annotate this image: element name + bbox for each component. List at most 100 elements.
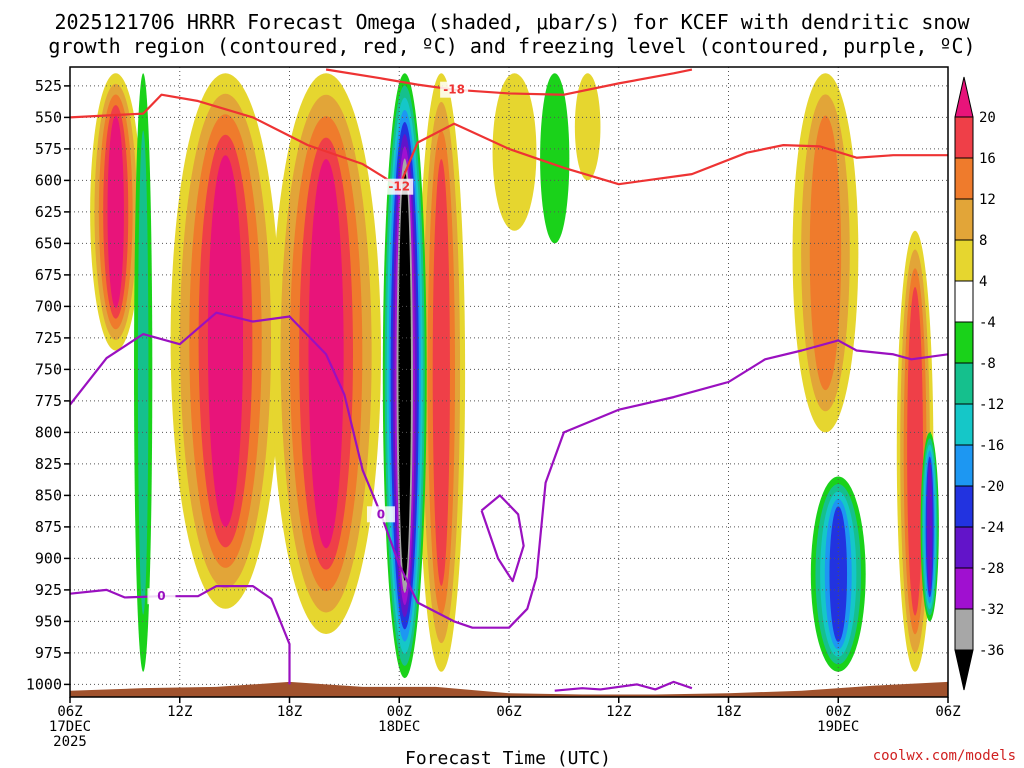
y-tick-label: 550 <box>35 108 62 126</box>
y-tick-label: 1000 <box>26 675 62 693</box>
chart-title-line-2: growth region (contoured, red, ºC) and f… <box>48 34 975 58</box>
omega-field <box>90 73 939 679</box>
y-tick-label: 675 <box>35 266 62 284</box>
x-tick-label: 06Z <box>935 704 960 720</box>
omega-band <box>829 506 848 642</box>
y-tick-label: 825 <box>35 455 62 473</box>
y-tick-label: 750 <box>35 360 62 378</box>
contour-label-bg <box>366 506 395 523</box>
colorbar-bin <box>954 76 974 118</box>
freezing-contour-line <box>480 494 525 583</box>
x-tick-label: 18Z <box>277 704 302 720</box>
omega-band <box>907 287 924 616</box>
ascent-column-2 <box>170 73 281 609</box>
y-tick-label: 725 <box>35 329 62 347</box>
x-tick-label: 12Z <box>606 704 631 720</box>
y-tick-label: 650 <box>35 234 62 252</box>
y-tick-label: 600 <box>35 171 62 189</box>
colorbar-bin <box>954 403 974 446</box>
omega-band <box>207 155 244 527</box>
x-tick-label: 00Z <box>826 704 851 720</box>
colorbar-bin <box>954 444 974 487</box>
x-tick-label: 18Z <box>716 704 741 720</box>
colorbar-label: 8 <box>979 233 987 249</box>
colorbar-label: -24 <box>979 520 1004 536</box>
colorbar-label: -20 <box>979 479 1004 495</box>
ascent-column-4 <box>417 73 466 672</box>
x-tick-label: 17DEC <box>49 719 91 735</box>
colorbar-label: -8 <box>979 356 996 372</box>
y-tick-label: 900 <box>35 549 62 567</box>
colorbar-bin <box>954 239 974 282</box>
omega-band <box>137 130 149 615</box>
y-tick-label: 800 <box>35 423 62 441</box>
omega-band <box>107 115 124 309</box>
colorbar-label: -32 <box>979 602 1004 618</box>
dendritic-contour-line <box>325 68 693 96</box>
colorbar-bin <box>954 485 974 528</box>
y-tick-label: 525 <box>35 77 62 95</box>
colorbar-label: 16 <box>979 151 996 167</box>
contour-label-bg <box>147 588 176 605</box>
colorbar-label: -36 <box>979 643 1004 659</box>
x-tick-label: 00Z <box>387 704 412 720</box>
terrain-surface <box>70 681 948 697</box>
colorbar-label: 12 <box>979 192 996 208</box>
colorbar-bin <box>954 157 974 200</box>
colorbar-bin <box>954 198 974 241</box>
x-tick-label: 18DEC <box>378 719 420 735</box>
dendritic-contour-group: -12 -18 <box>70 68 948 195</box>
colorbar-label: 4 <box>979 274 987 290</box>
plot-area: -12-180052555057560062565067570072575077… <box>26 66 961 750</box>
colorbar-bin <box>954 649 974 691</box>
freezing-contour-line <box>554 680 693 692</box>
freezing-contour-label: 0 <box>377 507 385 521</box>
y-tick-label: 875 <box>35 518 62 536</box>
x-tick-label: 2025 <box>53 734 87 750</box>
y-tick-label: 575 <box>35 140 62 158</box>
colorbar-label: -4 <box>979 315 996 331</box>
freezing-contour-group: 00 <box>70 311 948 692</box>
y-tick-label: 700 <box>35 297 62 315</box>
contour-label-bg <box>385 178 414 195</box>
descent-column-5 <box>540 73 570 244</box>
colorbar-bin <box>954 526 974 569</box>
y-tick-label: 975 <box>35 644 62 662</box>
chart-title-line-1: 2025121706 HRRR Forecast Omega (shaded, … <box>54 10 970 34</box>
freezing-contour-line <box>70 311 948 629</box>
y-tick-label: 850 <box>35 486 62 504</box>
ascent-column-7 <box>792 73 859 433</box>
y-tick-label: 925 <box>35 581 62 599</box>
contour-label-bg <box>440 81 469 98</box>
colorbar: 20 16 12 8 4 -4 -8 -12 -16 -20 -24 -28 -32 -36 <box>954 76 1004 691</box>
colorbar-label: -28 <box>979 561 1004 577</box>
omega-band <box>540 73 570 244</box>
omega-band <box>809 115 842 391</box>
colorbar-bin <box>954 608 974 651</box>
omega-band <box>398 170 411 581</box>
descent-column-3 <box>810 476 866 672</box>
omega-band <box>574 73 601 181</box>
colorbar-bin <box>954 280 974 323</box>
dendritic-contour-label: -18 <box>443 83 465 97</box>
x-axis-title: Forecast Time (UTC) <box>405 748 611 768</box>
x-tick-label: 12Z <box>167 704 192 720</box>
ascent-column-5 <box>492 73 537 231</box>
ascent-column-1 <box>90 73 142 351</box>
descent-column-1 <box>382 73 427 679</box>
dendritic-contour-label: -12 <box>388 180 410 194</box>
colorbar-bin <box>954 116 974 159</box>
freezing-contour-label: 0 <box>157 589 165 603</box>
colorbar-label: 20 <box>979 110 996 126</box>
x-tick-label: 06Z <box>496 704 521 720</box>
x-tick-label: 19DEC <box>817 719 859 735</box>
colorbar-bin <box>954 321 974 364</box>
y-axis: 525 550 575 600 625 650 675 700 725 750 775 800 825 8… <box>26 77 70 693</box>
dendritic-contour-line <box>70 93 948 188</box>
credit-text: coolwx.com/models <box>873 748 1016 764</box>
y-tick-label: 625 <box>35 203 62 221</box>
omega-band <box>432 159 450 586</box>
y-tick-label: 775 <box>35 392 62 410</box>
